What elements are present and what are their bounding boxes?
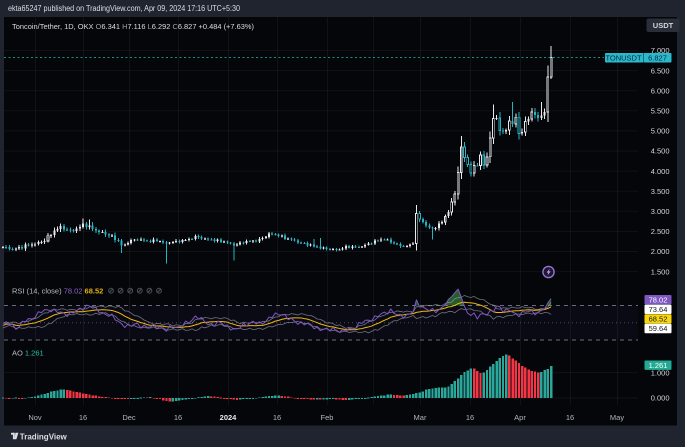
svg-text:16: 16 — [174, 413, 182, 422]
svg-text:Mar: Mar — [414, 413, 427, 422]
svg-text:7.000: 7.000 — [651, 46, 670, 55]
svg-text:16: 16 — [566, 413, 574, 422]
svg-text:Dec: Dec — [122, 413, 136, 422]
svg-text:16: 16 — [466, 413, 474, 422]
svg-text:73.64: 73.64 — [649, 305, 668, 314]
svg-text:1.500: 1.500 — [651, 267, 670, 276]
svg-text:1.000: 1.000 — [651, 368, 670, 377]
svg-text:Feb: Feb — [321, 413, 334, 422]
svg-text:TONUSDT: TONUSDT — [605, 53, 642, 62]
svg-text:6.500: 6.500 — [651, 66, 670, 75]
svg-text:RSI (14, close) 78.02 68.52: RSI (14, close) 78.02 68.52 — [12, 287, 103, 296]
svg-text:TradingView: TradingView — [20, 432, 68, 441]
svg-text:1.261: 1.261 — [649, 361, 668, 370]
svg-text:4.500: 4.500 — [651, 147, 670, 156]
svg-text:68.52: 68.52 — [649, 315, 668, 324]
svg-text:5.500: 5.500 — [651, 107, 670, 116]
svg-text:Toncoin/Tether, 1D, OKX O6.34: Toncoin/Tether, 1D, OKX O6.341 H7.116 L6… — [12, 22, 254, 31]
svg-text:2.000: 2.000 — [651, 247, 670, 256]
svg-text:AO 1.261: AO 1.261 — [12, 349, 44, 358]
svg-text:16: 16 — [273, 413, 281, 422]
svg-text:16: 16 — [79, 413, 87, 422]
svg-text:2.500: 2.500 — [651, 227, 670, 236]
svg-text:ekta65247 published on Trading: ekta65247 published on TradingView.com, … — [8, 4, 240, 13]
svg-text:5.000: 5.000 — [651, 127, 670, 136]
svg-text:Nov: Nov — [28, 413, 42, 422]
svg-text:6.827: 6.827 — [648, 53, 667, 62]
svg-text:0.000: 0.000 — [651, 394, 670, 403]
svg-text:78.02: 78.02 — [649, 295, 668, 304]
svg-text:59.64: 59.64 — [649, 324, 668, 333]
svg-text:USDT: USDT — [653, 21, 674, 30]
svg-text:2024: 2024 — [220, 413, 238, 422]
svg-text:May: May — [610, 413, 624, 422]
svg-text:6.000: 6.000 — [651, 86, 670, 95]
svg-text:3.500: 3.500 — [651, 187, 670, 196]
svg-text:Apr: Apr — [514, 413, 526, 422]
svg-text:3.000: 3.000 — [651, 207, 670, 216]
svg-text:4.000: 4.000 — [651, 167, 670, 176]
